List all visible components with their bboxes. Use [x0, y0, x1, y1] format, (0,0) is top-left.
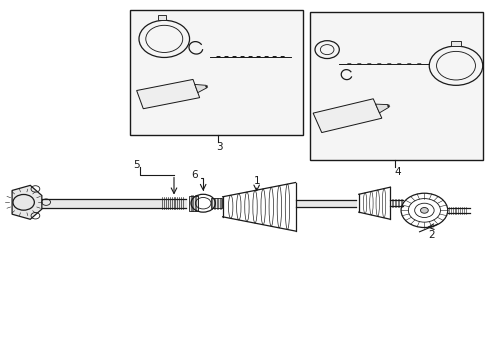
Text: 4: 4 [393, 167, 400, 177]
Polygon shape [194, 85, 206, 93]
Circle shape [420, 207, 427, 213]
Polygon shape [12, 185, 42, 219]
Text: 2: 2 [427, 230, 434, 240]
Bar [189, 196, 198, 211]
Bar [450, 41, 460, 46]
Polygon shape [312, 99, 381, 132]
Polygon shape [136, 80, 199, 109]
Text: 3: 3 [216, 142, 222, 152]
Bar [130, 10, 302, 135]
Polygon shape [375, 104, 388, 113]
Bar [211, 198, 222, 208]
Bar [157, 15, 166, 21]
Text: 5: 5 [133, 160, 140, 170]
Text: 6: 6 [191, 170, 197, 180]
Text: 1: 1 [253, 176, 260, 186]
Bar [309, 12, 482, 160]
